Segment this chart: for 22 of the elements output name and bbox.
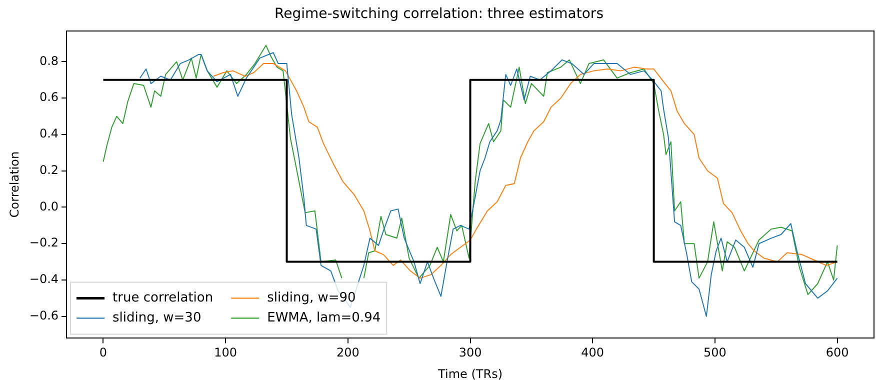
chart-title: Regime-switching correlation: three estimators [274, 6, 604, 22]
y-tick-label: 0.6 [39, 90, 59, 104]
x-tick-label: 600 [826, 346, 849, 360]
x-tick-label: 300 [458, 346, 482, 360]
legend-label: sliding, w=90 [267, 290, 356, 306]
x-tick-label: 0 [99, 346, 108, 360]
y-tick-label: 0.0 [39, 199, 59, 214]
x-tick-label: 100 [214, 346, 238, 360]
y-tick-label: −0.2 [29, 236, 59, 250]
x-tick-label: 200 [336, 346, 360, 360]
x-tick-label: 400 [581, 346, 604, 360]
legend-label: EWMA, lam=0.94 [267, 310, 381, 326]
y-tick-label: −0.4 [29, 272, 59, 286]
x-axis-title: Time (TRs) [437, 366, 503, 381]
y-tick-label: 0.8 [39, 54, 59, 68]
y-tick-label: 0.4 [39, 126, 59, 141]
y-tick-label: −0.6 [29, 308, 59, 322]
x-tick-label: 500 [704, 346, 726, 360]
y-axis-title: Correlation [7, 151, 22, 218]
legend-label: sliding, w=30 [112, 310, 202, 326]
legend-label: true correlation [112, 290, 214, 306]
y-tick-label: 0.2 [39, 162, 59, 177]
